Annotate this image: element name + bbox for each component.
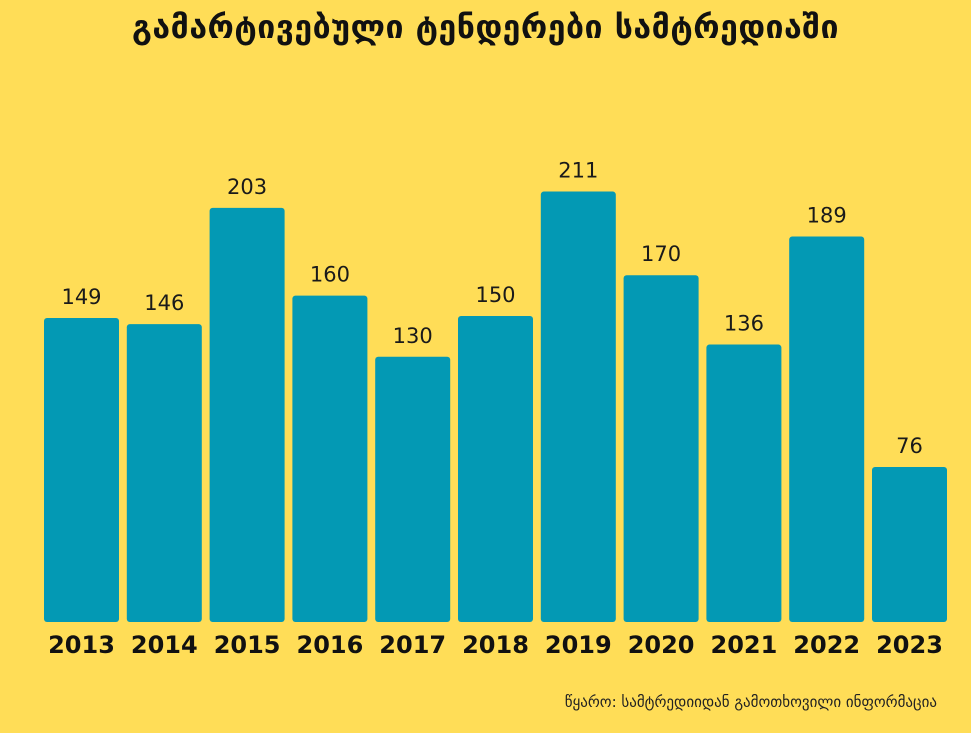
x-tick-label-2013: 2013 bbox=[48, 631, 115, 659]
bar-2023 bbox=[872, 466, 947, 622]
data-label-2015: 203 bbox=[227, 175, 267, 199]
data-label-2020: 170 bbox=[641, 242, 681, 266]
x-tick-label-2018: 2018 bbox=[462, 631, 529, 659]
bar-2015 bbox=[209, 207, 285, 622]
x-tick-label-2016: 2016 bbox=[297, 631, 364, 659]
data-label-2013: 149 bbox=[61, 285, 101, 309]
data-label-2016: 160 bbox=[310, 263, 350, 287]
bar-2022 bbox=[789, 236, 865, 622]
data-label-2018: 150 bbox=[475, 283, 515, 307]
data-label-2022: 189 bbox=[807, 203, 847, 227]
bar-2021 bbox=[706, 344, 782, 622]
bar-2016 bbox=[292, 295, 368, 622]
chart-title: გამარტივებული ტენდერები სამტრედიაში bbox=[132, 8, 839, 46]
x-tick-label-2017: 2017 bbox=[379, 631, 446, 659]
x-tick-label-2022: 2022 bbox=[793, 631, 860, 659]
bar-2020 bbox=[623, 275, 699, 622]
x-tick-label-2023: 2023 bbox=[876, 631, 943, 659]
data-label-2014: 146 bbox=[144, 291, 184, 315]
x-tick-label-2015: 2015 bbox=[214, 631, 281, 659]
bar-2018 bbox=[458, 316, 533, 622]
x-tick-label-2019: 2019 bbox=[545, 631, 612, 659]
bar-2019 bbox=[540, 191, 616, 622]
x-tick-label-2014: 2014 bbox=[131, 631, 198, 659]
data-label-2017: 130 bbox=[393, 324, 433, 348]
x-tick-label-2020: 2020 bbox=[628, 631, 695, 659]
source-note: წყარო: სამტრედიიდან გამოთხოვილი ინფორმაც… bbox=[564, 693, 937, 711]
data-label-2019: 211 bbox=[558, 159, 598, 183]
bar-2013 bbox=[44, 318, 119, 622]
bar-2017 bbox=[375, 356, 451, 622]
data-label-2023: 76 bbox=[896, 434, 923, 458]
data-label-2021: 136 bbox=[724, 312, 764, 336]
x-tick-label-2021: 2021 bbox=[711, 631, 778, 659]
bar-2014 bbox=[126, 324, 202, 622]
